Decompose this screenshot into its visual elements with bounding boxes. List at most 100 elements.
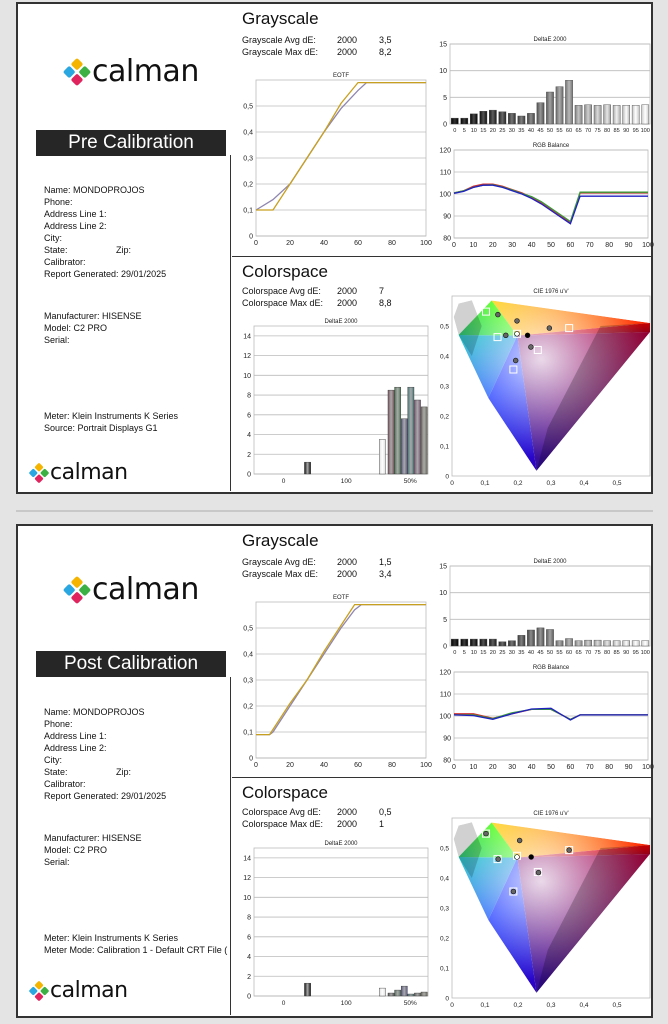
svg-text:20: 20 — [286, 240, 294, 247]
svg-text:0,5: 0,5 — [440, 324, 449, 331]
svg-text:30: 30 — [508, 764, 516, 771]
svg-text:100: 100 — [420, 240, 432, 247]
svg-text:90: 90 — [623, 128, 629, 134]
post-calibration-page: calman Post Calibration Name: MONDOPROJO… — [16, 524, 654, 1018]
zip-field: Zip: — [116, 245, 132, 255]
customer-info: Name: MONDOPROJOS Phone: Address Line 1:… — [44, 706, 166, 802]
svg-text:45: 45 — [537, 128, 543, 134]
svg-text:40: 40 — [528, 242, 536, 249]
serial-field: Serial: — [44, 857, 70, 867]
stat-standard: 2000 — [337, 286, 358, 296]
stat-standard: 2000 — [337, 47, 358, 57]
svg-text:5: 5 — [443, 617, 447, 624]
svg-text:45: 45 — [537, 650, 543, 656]
svg-text:EOTF: EOTF — [333, 73, 349, 79]
svg-text:100: 100 — [439, 714, 451, 721]
svg-text:35: 35 — [518, 650, 524, 656]
serial-field: Serial: — [44, 335, 70, 345]
svg-text:0: 0 — [443, 644, 447, 651]
svg-text:0,3: 0,3 — [243, 156, 253, 163]
grayscale-title: Grayscale — [242, 531, 319, 550]
svg-text:20: 20 — [489, 242, 497, 249]
name-field: Name: MONDOPROJOS — [44, 185, 145, 195]
svg-text:60: 60 — [354, 240, 362, 247]
stat-label: Grayscale Max dE: — [242, 47, 319, 57]
colorspace-stats: Colorspace Avg dE: 2000 0,5 Colorspace Max… — [242, 806, 392, 830]
svg-text:30: 30 — [508, 242, 516, 249]
svg-text:85: 85 — [614, 128, 620, 134]
svg-text:0: 0 — [254, 240, 258, 247]
stat-value: 1 — [379, 819, 385, 829]
svg-text:0: 0 — [453, 128, 456, 134]
svg-text:90: 90 — [443, 214, 451, 221]
svg-text:80: 80 — [388, 240, 396, 247]
svg-text:120: 120 — [439, 670, 451, 677]
svg-text:8: 8 — [247, 915, 251, 922]
svg-text:10: 10 — [470, 764, 478, 771]
report-generated-field: Report Generated: 29/01/2025 — [44, 791, 167, 801]
svg-text:EOTF: EOTF — [333, 595, 349, 601]
svg-text:60: 60 — [566, 128, 572, 134]
svg-text:0: 0 — [247, 472, 251, 479]
svg-text:0: 0 — [247, 994, 251, 1001]
svg-text:0: 0 — [254, 762, 258, 769]
zip-field: Zip: — [116, 767, 132, 777]
calman-diamond-icon — [29, 462, 49, 483]
svg-text:10: 10 — [243, 373, 251, 380]
address1-field: Address Line 1: — [44, 731, 107, 741]
svg-text:2: 2 — [247, 974, 251, 981]
stat-standard: 2000 — [337, 298, 358, 308]
svg-text:6: 6 — [247, 934, 251, 941]
stat-label: Grayscale Avg dE: — [242, 35, 316, 45]
svg-text:85: 85 — [614, 650, 620, 656]
stat-label: Colorspace Max dE: — [242, 298, 324, 308]
stat-value: 0,5 — [379, 807, 392, 817]
address2-field: Address Line 2: — [44, 221, 107, 231]
report-generated-field: Report Generated: 29/01/2025 — [44, 269, 167, 279]
stat-label: Colorspace Max dE: — [242, 819, 324, 829]
colorspace-deltae-chart: DeltaE 2000 0 2 4 6 8 10 12 14 0 100 50% — [243, 841, 429, 1007]
calman-logo-footer: calman — [28, 460, 128, 485]
svg-text:100: 100 — [420, 762, 432, 769]
svg-text:65: 65 — [575, 650, 581, 656]
manufacturer-field: Manufacturer: HISENSE — [44, 311, 142, 321]
svg-text:0: 0 — [450, 1002, 454, 1009]
source-field: Source: Portrait Displays G1 — [44, 423, 158, 433]
eotf-chart: EOTF 0 0,1 0,2 0,3 0,4 0,5 0 20 40 60 80 100 — [243, 73, 432, 247]
logo-wordmark: calman — [92, 54, 199, 89]
svg-text:0: 0 — [249, 756, 253, 763]
stat-label: Colorspace Avg dE: — [242, 286, 321, 296]
svg-text:10: 10 — [439, 68, 447, 75]
svg-text:0,2: 0,2 — [440, 414, 449, 421]
svg-text:40: 40 — [528, 128, 534, 134]
svg-text:80: 80 — [605, 242, 613, 249]
svg-text:100: 100 — [641, 128, 650, 134]
svg-text:95: 95 — [633, 650, 639, 656]
svg-text:70: 70 — [586, 764, 594, 771]
svg-text:55: 55 — [556, 128, 562, 134]
svg-text:100: 100 — [341, 1000, 352, 1007]
svg-text:14: 14 — [243, 855, 251, 862]
phone-field: Phone: — [44, 719, 73, 729]
svg-text:60: 60 — [354, 762, 362, 769]
section-divider — [232, 256, 651, 257]
svg-text:50: 50 — [547, 764, 555, 771]
divider-vertical — [230, 155, 231, 491]
svg-text:6: 6 — [247, 412, 251, 419]
svg-text:110: 110 — [440, 692, 451, 699]
address2-field: Address Line 2: — [44, 743, 107, 753]
svg-text:50: 50 — [547, 128, 553, 134]
svg-text:4: 4 — [247, 432, 251, 439]
svg-text:0: 0 — [452, 242, 456, 249]
eotf-chart: EOTF 0 0,1 0,2 0,3 0,4 0,5 0 20 40 60 80 100 — [243, 595, 432, 769]
svg-text:30: 30 — [509, 128, 515, 134]
colorspace-title: Colorspace — [242, 783, 328, 802]
colorspace-stats: Colorspace Avg dE: 2000 7 Colorspace Max d… — [242, 285, 392, 309]
svg-text:DeltaE 2000: DeltaE 2000 — [533, 559, 567, 565]
svg-text:0: 0 — [445, 996, 449, 1003]
svg-text:0,3: 0,3 — [440, 906, 449, 913]
svg-text:15: 15 — [480, 128, 486, 134]
svg-text:0,3: 0,3 — [546, 1002, 555, 1009]
svg-text:50: 50 — [547, 242, 555, 249]
